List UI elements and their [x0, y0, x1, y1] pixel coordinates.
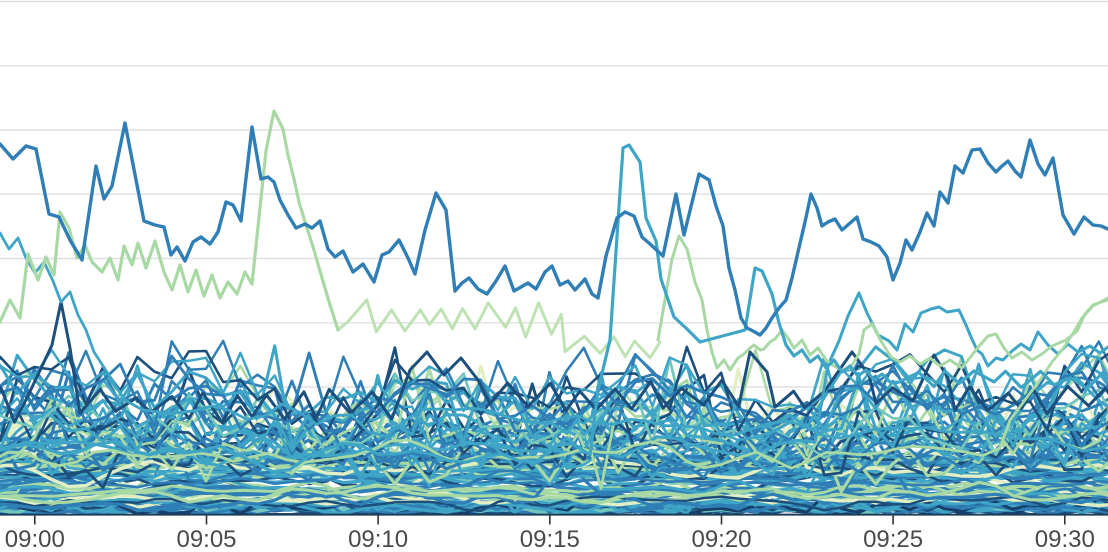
- svg-text:09:00: 09:00: [5, 526, 65, 547]
- svg-text:09:25: 09:25: [863, 526, 923, 547]
- svg-text:09:15: 09:15: [520, 526, 580, 547]
- svg-text:09:10: 09:10: [348, 526, 408, 547]
- svg-text:09:20: 09:20: [691, 526, 751, 547]
- svg-text:09:30: 09:30: [1035, 526, 1095, 547]
- svg-text:09:05: 09:05: [176, 526, 236, 547]
